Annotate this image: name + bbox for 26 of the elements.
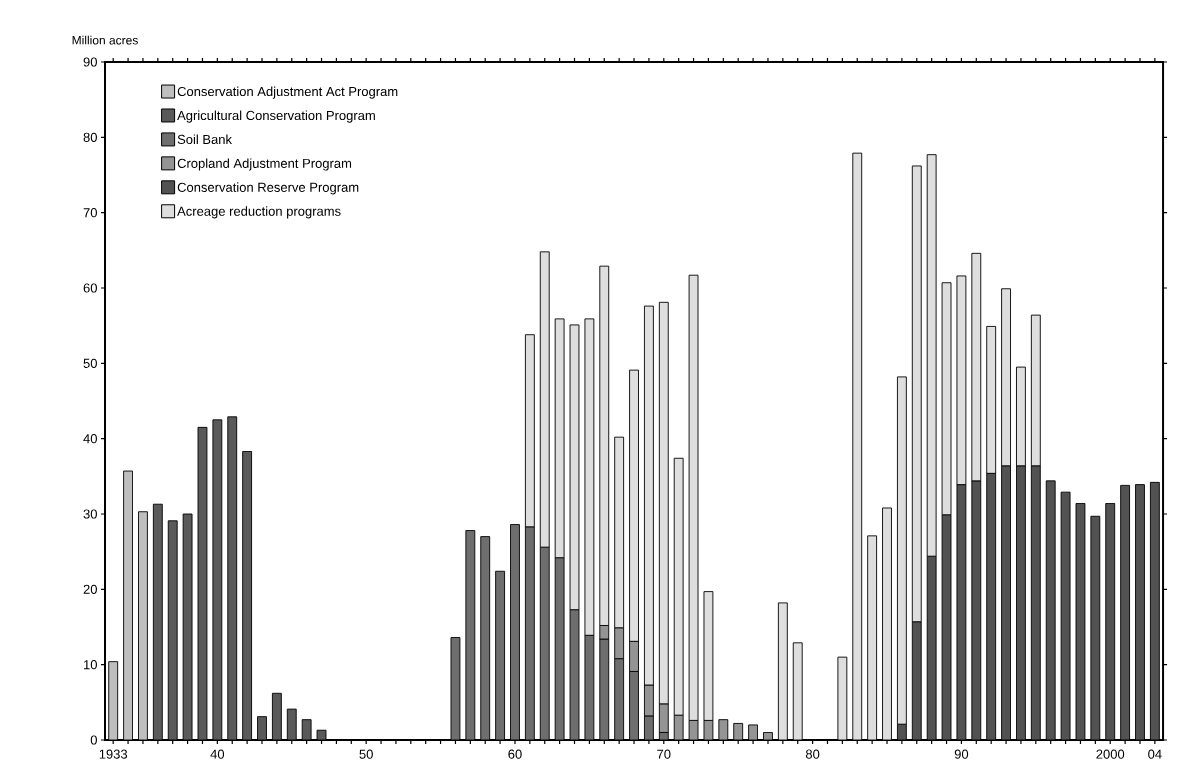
x-tick-label: 1933: [99, 749, 128, 759]
legend-label: Cropland Adjustment Program: [177, 158, 352, 171]
legend-label: Soil Bank: [177, 134, 232, 145]
legend-label: Acreage reduction programs: [177, 206, 341, 219]
x-tick-label: 04: [1148, 749, 1162, 759]
y-tick-label: 10: [84, 660, 97, 670]
x-tick-label: 2000: [1096, 749, 1125, 759]
y-tick-label: 30: [83, 509, 97, 519]
y-tick-label: 0: [90, 735, 97, 745]
y-tick-label: 40: [83, 434, 97, 444]
y-axis-title: Million acres: [72, 35, 138, 45]
y-tick-label: 80: [83, 132, 97, 142]
y-tick-label: 50: [83, 358, 97, 368]
y-tick-label: 20: [83, 584, 97, 594]
legend-label: Conservation Adjustment Act Program: [177, 86, 398, 99]
x-tick-label: 70: [657, 749, 671, 759]
x-tick-label: 40: [210, 749, 225, 759]
x-tick-label: 50: [359, 749, 373, 759]
x-tick-label: 80: [805, 749, 820, 759]
x-tick-label: 60: [508, 749, 522, 759]
y-tick-label: 60: [83, 283, 97, 293]
legend-label: Conservation Reserve Program: [177, 182, 359, 195]
y-tick-label: 90: [83, 57, 97, 67]
y-tick-label: 70: [83, 208, 97, 218]
x-tick-label: 90: [954, 749, 969, 759]
legend-label: Agricultural Conservation Program: [177, 110, 375, 123]
